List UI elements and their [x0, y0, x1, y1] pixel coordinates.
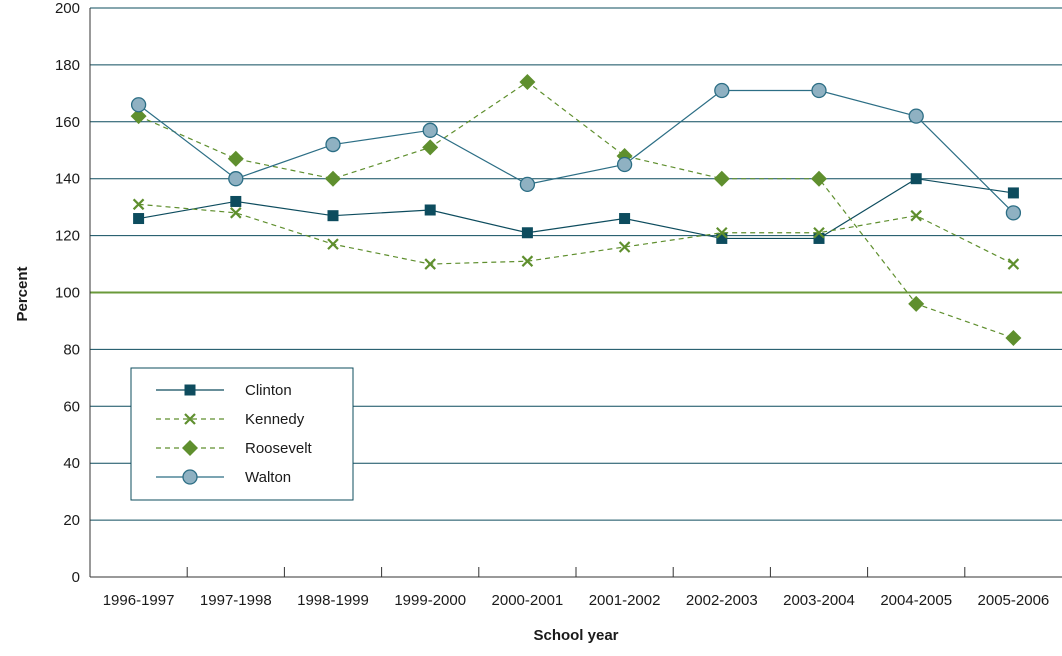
- y-tick-label-80: 80: [63, 341, 80, 358]
- point-roosevelt-2005-2006: [1005, 330, 1022, 347]
- data-series: [130, 73, 1022, 347]
- point-kennedy-2000-2001-stroke-b: [521, 255, 534, 267]
- y-tick-label-180: 180: [55, 57, 80, 74]
- legend-marker-roosevelt: [182, 440, 198, 456]
- point-clinton-1998-1999: [327, 210, 339, 222]
- point-clinton-2002-2003: [716, 232, 728, 244]
- point-roosevelt-1999-2000: [422, 139, 439, 156]
- y-axis-title: Percent: [14, 266, 31, 321]
- legend-item-kennedy: Kennedy: [156, 411, 305, 428]
- series-roosevelt: [130, 73, 1022, 347]
- series-line-clinton: [138, 178, 1014, 240]
- legend-marker-walton: [182, 469, 198, 485]
- legend-label-kennedy: Kennedy: [245, 411, 305, 428]
- point-roosevelt-2002-2003: [713, 170, 730, 187]
- legend: Clinton Kennedy Roosevelt Walton: [130, 367, 354, 501]
- point-kennedy-2005-2006-stroke-b: [1007, 258, 1020, 270]
- x-tick-label-1999-2000: 1999-2000: [394, 592, 466, 609]
- y-tick-label-100: 100: [55, 285, 80, 302]
- legend-label-walton: Walton: [245, 469, 291, 486]
- series-kennedy: [132, 198, 1020, 270]
- point-walton-2005-2006: [1005, 205, 1022, 221]
- point-roosevelt-2000-2001: [519, 73, 536, 90]
- legend-item-roosevelt: Roosevelt: [156, 440, 313, 457]
- series-walton: [130, 82, 1022, 221]
- point-walton-2001-2002: [616, 156, 633, 173]
- point-kennedy-2001-2002: [618, 241, 631, 253]
- point-kennedy-2004-2005-stroke-b: [910, 209, 922, 222]
- point-clinton-2003-2004: [813, 232, 825, 244]
- legend-item-walton: Walton: [156, 469, 291, 486]
- series-line-kennedy: [138, 203, 1014, 265]
- x-tick-label-1997-1998: 1997-1998: [200, 592, 272, 609]
- point-roosevelt-2003-2004: [811, 170, 827, 187]
- point-kennedy-2004-2005: [910, 209, 922, 222]
- point-kennedy-1997-1998-stroke-b: [230, 207, 242, 219]
- y-tick-label-40: 40: [63, 455, 80, 472]
- point-walton-1996-1997: [130, 97, 147, 113]
- y-tick-label-60: 60: [63, 398, 80, 415]
- point-kennedy-2002-2003-stroke-b: [716, 226, 728, 239]
- x-tick-label-2004-2005: 2004-2005: [880, 592, 952, 609]
- point-clinton-2005-2006: [1007, 187, 1019, 199]
- legend-item-clinton: Clinton: [156, 382, 292, 399]
- point-kennedy-2002-2003: [716, 226, 728, 239]
- x-axis-ticks: 1996-1997 1997-1998 1998-1999 1999-2000 2000…: [103, 567, 1050, 609]
- point-clinton-1996-1997: [133, 213, 145, 225]
- point-kennedy-2000-2001: [521, 255, 534, 267]
- series-line-roosevelt: [138, 81, 1014, 339]
- y-tick-label-160: 160: [55, 114, 80, 131]
- legend-marker-kennedy-stroke-b: [184, 413, 196, 425]
- point-roosevelt-2004-2005: [908, 295, 925, 312]
- legend-marker-clinton: [184, 384, 196, 396]
- point-kennedy-1996-1997-stroke-b: [132, 198, 145, 211]
- y-tick-label-140: 140: [55, 171, 80, 188]
- legend-label-roosevelt: Roosevelt: [245, 440, 313, 457]
- point-kennedy-1997-1998: [230, 207, 242, 219]
- point-walton-1998-1999: [325, 136, 341, 153]
- x-axis-title: School year: [533, 627, 618, 644]
- point-walton-2003-2004: [811, 82, 827, 99]
- x-tick-label-2001-2002: 2001-2002: [589, 592, 661, 609]
- point-kennedy-2003-2004: [813, 226, 825, 239]
- point-walton-2000-2001: [519, 176, 536, 193]
- series-clinton: [133, 173, 1019, 244]
- x-tick-label-2000-2001: 2000-2001: [492, 592, 564, 609]
- point-kennedy-1999-2000-stroke-b: [424, 258, 436, 270]
- point-walton-2002-2003: [714, 82, 730, 99]
- point-walton-2004-2005: [908, 108, 924, 124]
- point-roosevelt-1998-1999: [325, 170, 341, 187]
- point-clinton-1999-2000: [424, 204, 436, 216]
- x-tick-label-2002-2003: 2002-2003: [686, 592, 758, 609]
- point-kennedy-2003-2004-stroke-b: [813, 226, 825, 239]
- x-tick-label-2005-2006: 2005-2006: [978, 592, 1050, 609]
- point-clinton-1997-1998: [230, 195, 242, 207]
- y-tick-label-20: 20: [63, 512, 80, 529]
- point-kennedy-1999-2000: [424, 258, 436, 270]
- point-kennedy-1998-1999: [327, 238, 339, 250]
- point-clinton-2000-2001: [521, 227, 533, 239]
- x-tick-label-1996-1997: 1996-1997: [103, 592, 175, 609]
- point-roosevelt-1996-1997: [130, 108, 147, 125]
- point-kennedy-2005-2006: [1007, 258, 1020, 270]
- series-line-walton: [138, 89, 1014, 214]
- legend-label-clinton: Clinton: [245, 382, 292, 399]
- point-walton-1997-1998: [228, 171, 244, 187]
- x-tick-label-1998-1999: 1998-1999: [297, 592, 369, 609]
- point-roosevelt-1997-1998: [227, 150, 244, 167]
- y-tick-label-0: 0: [72, 569, 80, 586]
- point-kennedy-2001-2002-stroke-b: [618, 241, 631, 253]
- y-axis-ticks: 0 20 40 60 80 100 120 140 160 180 200: [55, 0, 80, 586]
- point-kennedy-1996-1997: [132, 198, 145, 211]
- point-clinton-2004-2005: [910, 173, 922, 185]
- y-tick-label-200: 200: [55, 0, 80, 17]
- point-clinton-2001-2002: [619, 213, 631, 225]
- y-tick-label-120: 120: [55, 228, 80, 245]
- legend-marker-kennedy: [184, 413, 196, 425]
- legend-box: [130, 367, 354, 501]
- point-walton-1999-2000: [422, 122, 438, 138]
- point-kennedy-1998-1999-stroke-b: [327, 238, 339, 250]
- x-tick-label-2003-2004: 2003-2004: [783, 592, 855, 609]
